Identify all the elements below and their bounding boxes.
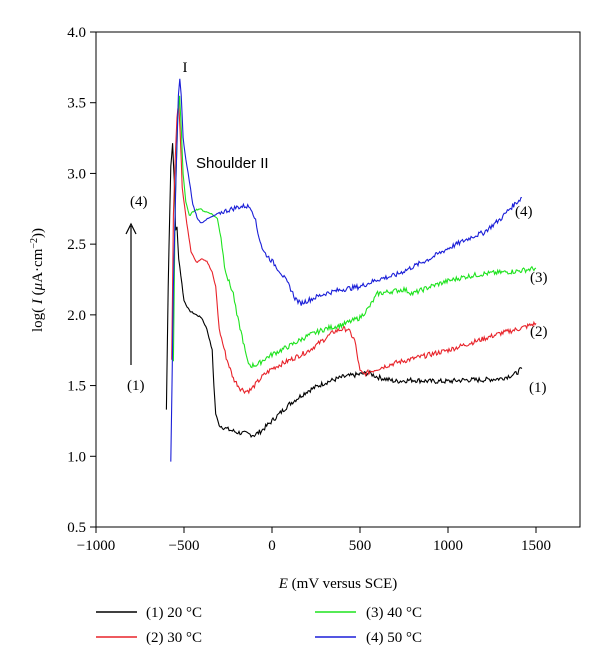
y-tick-label: 0.5 bbox=[67, 520, 86, 536]
y-tick-label: 2.5 bbox=[67, 237, 86, 253]
x-tick-label: −1000 bbox=[77, 538, 115, 554]
series-group: (1) (2) (3) (4) bbox=[165, 78, 548, 462]
series-line-3 bbox=[172, 95, 537, 369]
series-end-label-4: (4) bbox=[515, 204, 533, 220]
x-tick-label: 500 bbox=[349, 538, 372, 554]
arrow-top-label: (4) bbox=[130, 194, 148, 210]
peak-label-i: I bbox=[183, 60, 188, 76]
temperature-arrow-head bbox=[125, 222, 137, 235]
legend-label-3: (3) 40 °C bbox=[366, 605, 422, 621]
y-tick-label: 3.0 bbox=[67, 166, 86, 182]
arrow-bottom-label: (1) bbox=[127, 378, 145, 394]
legend-label-1: (1) 20 °C bbox=[146, 605, 202, 621]
legend: (1) 20 °C (2) 30 °C (3) 40 °C (4) 50 °C bbox=[96, 605, 422, 646]
series-end-label-2: (2) bbox=[530, 324, 548, 340]
x-axis-label: E (mV versus SCE) bbox=[278, 576, 397, 592]
axis-ticks: −1000 −500 0 500 1000 1500 0.5 1.0 1.5 2.0 2.5 3.0 3… bbox=[67, 25, 551, 554]
x-tick-label: −500 bbox=[169, 538, 200, 554]
series-end-label-1: (1) bbox=[529, 380, 547, 396]
y-tick-label: 4.0 bbox=[67, 25, 86, 41]
series-end-label-3: (3) bbox=[530, 270, 548, 286]
y-axis-label: log( I (μA·cm−2)) bbox=[29, 228, 47, 332]
y-tick-label: 1.0 bbox=[67, 449, 86, 465]
legend-label-4: (4) 50 °C bbox=[366, 630, 422, 646]
y-tick-label: 1.5 bbox=[67, 379, 86, 395]
series-line-4 bbox=[170, 78, 523, 462]
y-tick-label: 2.0 bbox=[67, 308, 86, 324]
x-tick-label: 1000 bbox=[433, 538, 463, 554]
series-line-2 bbox=[171, 102, 537, 395]
shoulder-label: Shoulder II bbox=[196, 155, 269, 172]
x-tick-label: 1500 bbox=[521, 538, 551, 554]
plot-area-frame bbox=[95, 31, 581, 528]
series-line-1 bbox=[165, 143, 523, 438]
x-tick-label: 0 bbox=[268, 538, 276, 554]
legend-label-2: (2) 30 °C bbox=[146, 630, 202, 646]
y-tick-label: 3.5 bbox=[67, 96, 86, 112]
